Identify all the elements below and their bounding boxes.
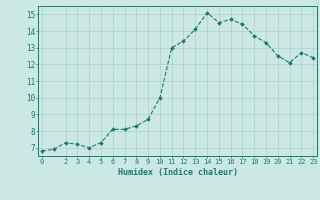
X-axis label: Humidex (Indice chaleur): Humidex (Indice chaleur) xyxy=(118,168,238,177)
